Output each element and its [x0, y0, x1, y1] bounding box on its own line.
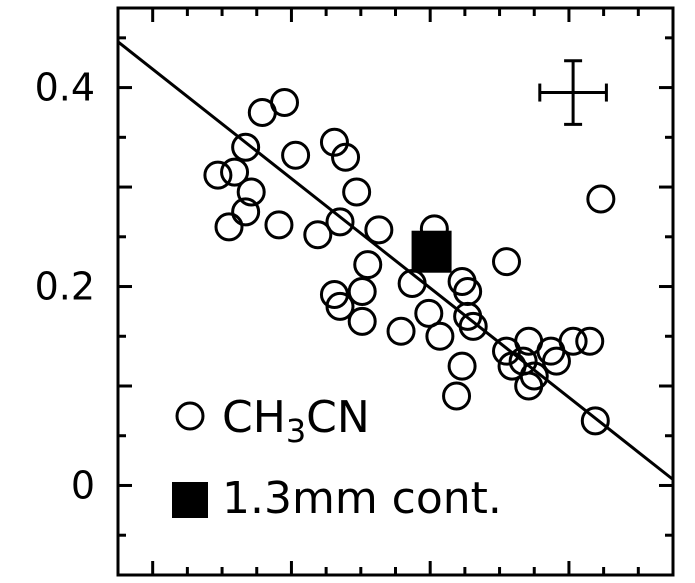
y-axis-ticks	[118, 36, 673, 537]
ch3cn-point	[220, 157, 250, 187]
ch3cn-point	[453, 277, 483, 306]
ch3cn-point	[342, 177, 372, 207]
ch3cn-point	[492, 247, 521, 277]
ch3cn-point	[331, 142, 361, 172]
ch3cn-point	[214, 212, 244, 242]
ch3cn-point	[203, 160, 233, 190]
ch3cn-point	[347, 277, 377, 306]
legend: CH3CN 1.3mm cont.	[172, 392, 502, 524]
ch3cn-point	[447, 267, 477, 297]
legend-square-icon	[172, 482, 208, 518]
fit-line	[117, 40, 674, 481]
ch3cn-point	[442, 381, 472, 411]
continuum-point	[411, 230, 452, 273]
data-points	[203, 88, 616, 436]
ch3cn-point	[303, 220, 333, 250]
ch3cn-point	[414, 298, 444, 328]
ch3cn-point	[231, 197, 261, 227]
ch3cn-point	[541, 346, 571, 376]
ch3cn-point	[586, 184, 616, 214]
ch3cn-point	[458, 311, 488, 341]
ch3cn-point	[514, 371, 544, 401]
ch3cn-point	[575, 326, 605, 356]
y-tick-label: 0.4	[35, 66, 95, 110]
legend-label-continuum: 1.3mm cont.	[222, 473, 502, 524]
ch3cn-point	[264, 210, 294, 240]
ch3cn-point	[425, 321, 455, 351]
y-axis-tick-labels: 0.4 0.2 0	[35, 66, 95, 508]
typical-error-bar	[538, 59, 608, 126]
ch3cn-point	[231, 132, 261, 162]
ch3cn-point	[364, 215, 394, 245]
ch3cn-point	[447, 351, 477, 381]
legend-label-ch3cn: CH3CN	[222, 392, 370, 450]
ch3cn-point	[319, 127, 349, 157]
x-axis-ticks	[151, 8, 640, 575]
y-tick-label: 0	[71, 463, 95, 507]
ch3cn-point	[325, 291, 355, 321]
ch3cn-point	[386, 316, 416, 346]
legend-circle-icon	[175, 401, 205, 431]
ch3cn-point	[236, 177, 266, 207]
ch3cn-point	[325, 207, 355, 237]
ch3cn-point	[580, 406, 610, 436]
ch3cn-point	[270, 88, 299, 117]
ch3cn-point	[281, 140, 311, 170]
y-tick-label: 0.2	[35, 265, 95, 309]
ch3cn-point	[353, 250, 383, 280]
ch3cn-point	[347, 306, 377, 336]
ch3cn-point	[558, 326, 588, 356]
